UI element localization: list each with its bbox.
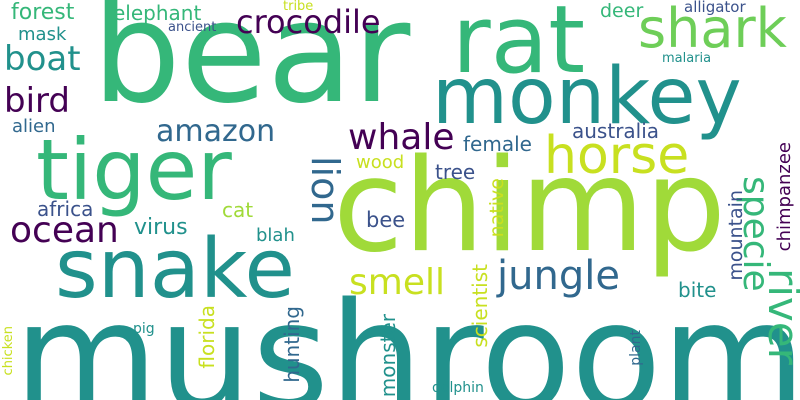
word-ancient: ancient (168, 20, 217, 35)
word-whale: whale (348, 117, 455, 158)
word-tribe: tribe (283, 0, 314, 14)
word-plant: plant (628, 330, 644, 366)
word-pig: pig (133, 321, 155, 337)
word-specie: specie (735, 176, 776, 292)
word-blah: blah (256, 225, 295, 246)
word-cat: cat (222, 198, 254, 222)
word-australia: australia (572, 119, 660, 143)
word-malaria: malaria (662, 51, 712, 66)
word-female: female (463, 132, 532, 156)
word-horse: horse (544, 126, 690, 186)
word-wood: wood (356, 152, 405, 173)
word-alien: alien (12, 116, 56, 137)
word-scientist: scientist (468, 264, 492, 348)
word-crocodile: crocodile (236, 3, 381, 41)
word-alligator: alligator (684, 0, 746, 16)
word-jungle: jungle (497, 253, 620, 299)
word-elephant: elephant (113, 1, 202, 25)
word-deer: deer (600, 0, 644, 22)
word-hunting: hunting (280, 306, 304, 383)
word-tree: tree (435, 160, 476, 184)
word-bee: bee (366, 208, 406, 232)
word-bear: bear (92, 0, 411, 135)
word-bite: bite (678, 278, 717, 302)
word-monkey: monkey (432, 52, 742, 142)
word-shark: shark (638, 0, 787, 60)
word-native: native (486, 178, 508, 238)
word-smell: smell (349, 262, 445, 303)
word-river: river (759, 268, 800, 365)
word-chimp: chimp (333, 132, 726, 281)
word-amazon: amazon (156, 114, 276, 149)
word-dolphin: dolphin (432, 380, 484, 396)
word-monster: monster (376, 314, 400, 398)
word-snake: snake (55, 222, 295, 317)
word-mountain: mountain (725, 190, 747, 281)
word-bird: bird (4, 81, 70, 121)
word-africa: africa (37, 197, 94, 221)
word-boat: boat (4, 39, 81, 79)
word-forest: forest (11, 0, 75, 25)
word-mushroom: mushroom (14, 271, 800, 400)
word-rat: rat (452, 0, 586, 95)
word-florida: florida (195, 305, 219, 369)
word-lion: lion (303, 156, 347, 225)
word-ocean: ocean (10, 210, 119, 251)
word-mask: mask (18, 24, 67, 45)
word-chimpanzee: chimpanzee (774, 142, 795, 252)
word-tiger: tiger (36, 121, 232, 219)
word-chicken: chicken (1, 326, 16, 376)
word-virus: virus (134, 215, 188, 240)
